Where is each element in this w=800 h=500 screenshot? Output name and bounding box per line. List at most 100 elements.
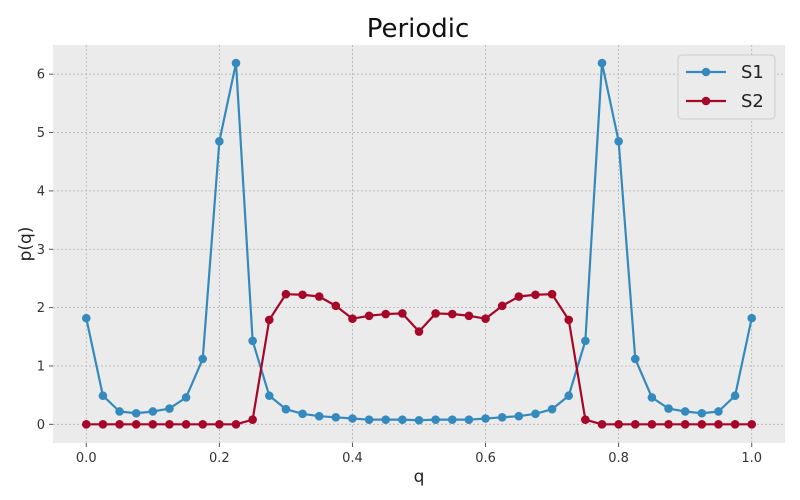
data-point <box>547 289 557 299</box>
data-point <box>564 391 574 401</box>
data-point <box>630 354 640 364</box>
data-point <box>248 415 257 424</box>
data-point <box>630 420 640 429</box>
data-point <box>115 407 124 416</box>
data-point <box>514 411 524 421</box>
y-tick-label: 3 <box>37 243 45 258</box>
data-point <box>481 314 490 323</box>
data-point <box>497 301 507 311</box>
data-point <box>364 311 374 321</box>
data-point <box>314 292 324 301</box>
data-point <box>364 415 374 424</box>
data-point <box>398 415 407 424</box>
x-tick-label: 0.8 <box>608 451 629 466</box>
data-point <box>531 409 540 419</box>
data-point <box>264 315 274 325</box>
data-point <box>165 404 174 413</box>
data-point <box>431 415 440 424</box>
data-point <box>464 415 474 424</box>
data-point <box>198 354 208 364</box>
data-point <box>298 409 307 419</box>
data-point <box>281 289 291 299</box>
data-point <box>614 420 623 429</box>
x-axis-label: q <box>414 467 425 487</box>
data-point <box>165 420 174 429</box>
data-point <box>281 404 291 414</box>
data-point <box>447 415 457 424</box>
data-point <box>81 420 91 429</box>
data-point <box>664 420 673 429</box>
chart-title: Periodic <box>367 14 470 44</box>
x-tick-label: 0.6 <box>475 451 496 466</box>
legend-marker <box>701 67 711 77</box>
data-point <box>447 309 457 319</box>
data-point <box>348 414 357 423</box>
data-point <box>181 420 191 429</box>
data-point <box>231 58 241 68</box>
data-point <box>647 393 657 402</box>
data-point <box>680 420 690 429</box>
data-point <box>531 290 540 300</box>
data-point <box>730 420 740 429</box>
legend-label: S1 <box>741 62 764 83</box>
data-point <box>131 420 141 429</box>
data-point <box>747 420 757 429</box>
data-point <box>215 136 224 146</box>
x-tick-label: 0.0 <box>76 451 97 466</box>
data-point <box>264 391 274 401</box>
y-tick-label: 1 <box>37 359 45 374</box>
data-point <box>514 292 524 301</box>
x-tick-label: 1.0 <box>741 451 762 466</box>
series-s1 <box>81 58 757 425</box>
data-point <box>464 311 474 321</box>
data-point <box>331 413 341 422</box>
data-point <box>331 301 341 311</box>
data-point <box>680 407 690 416</box>
data-point <box>348 314 357 323</box>
data-point <box>714 420 723 429</box>
series-layer <box>81 58 757 429</box>
data-point <box>381 309 391 319</box>
data-point <box>497 413 507 422</box>
data-point <box>314 411 324 421</box>
data-point <box>581 336 590 346</box>
y-tick-label: 2 <box>37 301 45 316</box>
data-point <box>98 420 108 429</box>
y-axis-label: p(q) <box>16 227 36 262</box>
data-point <box>231 420 241 429</box>
data-point <box>647 420 657 429</box>
y-tick-label: 0 <box>37 418 45 433</box>
data-point <box>414 327 424 336</box>
data-point <box>115 420 124 429</box>
data-point <box>148 407 158 416</box>
data-point <box>730 391 740 401</box>
data-point <box>614 136 623 146</box>
data-point <box>597 420 607 429</box>
legend-marker <box>701 96 711 106</box>
data-point <box>81 313 91 323</box>
legend-label: S2 <box>741 91 764 112</box>
data-point <box>547 404 557 414</box>
data-point <box>481 414 490 423</box>
data-point <box>98 391 108 401</box>
series-s2 <box>81 289 757 429</box>
y-tick-label: 4 <box>37 184 45 199</box>
data-point <box>431 309 440 318</box>
data-point <box>198 420 208 429</box>
axes: 0.0 0.2 0.4 0.6 0.8 1.0 0 1 2 3 4 5 6 <box>37 68 762 466</box>
data-point <box>747 313 757 323</box>
y-tick-label: 5 <box>37 126 45 141</box>
data-point <box>714 407 723 416</box>
data-point <box>414 415 424 425</box>
plot-area <box>53 45 785 443</box>
data-point <box>398 309 407 318</box>
x-tick-label: 0.4 <box>342 451 363 466</box>
data-point <box>248 336 257 346</box>
data-point <box>697 408 707 418</box>
data-point <box>697 420 707 429</box>
data-point <box>181 393 191 402</box>
data-point <box>215 420 224 429</box>
data-point <box>664 404 673 413</box>
